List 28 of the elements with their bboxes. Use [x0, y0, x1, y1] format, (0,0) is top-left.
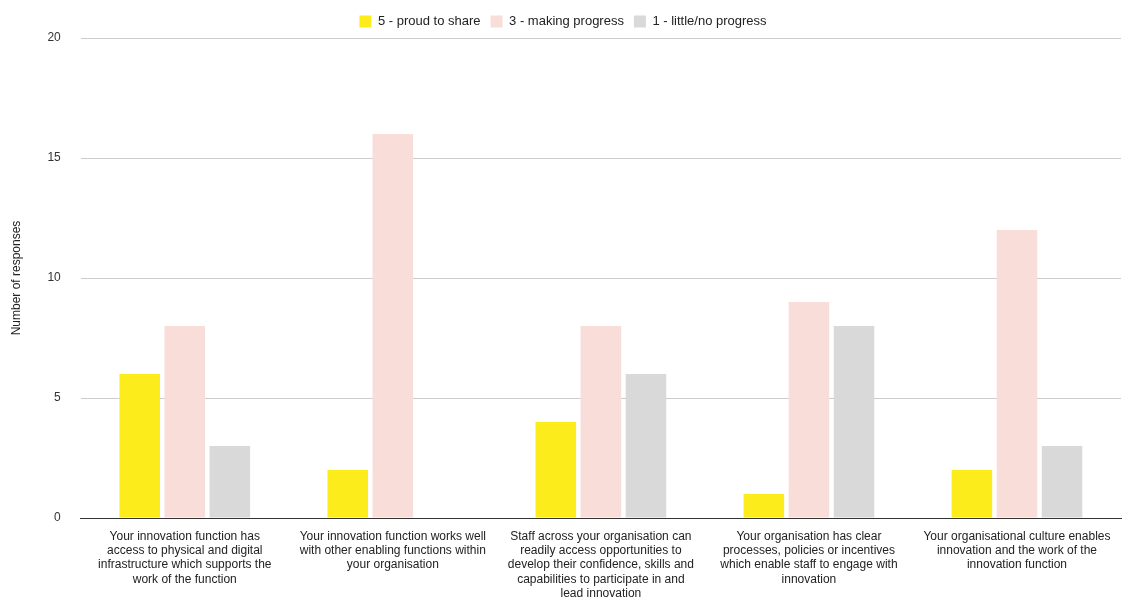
bar: [327, 470, 369, 518]
bar: [833, 326, 875, 518]
y-tick-label: 0: [54, 510, 62, 525]
y-tick-label: 10: [47, 270, 62, 285]
x-tick-label: Staff across your organisation can readily access opportunities to develop their confidence, skills and capabilities to participate in and lead innovation: [507, 528, 694, 601]
bar: [580, 326, 622, 518]
legend-label: 5 - proud to share: [377, 13, 481, 29]
bar: [1041, 446, 1083, 518]
y-axis-title: Number of responses: [8, 220, 23, 336]
bar: [372, 134, 414, 518]
x-tick-label: Your organisation has clear processes, policies or incentives which enable staff to engage with innovation: [719, 528, 898, 586]
y-tick-label: 20: [47, 30, 62, 45]
bar: [209, 446, 251, 518]
bar: [743, 494, 785, 518]
legend-label: 1 - little/no progress: [652, 13, 768, 29]
x-tick-label: Your organisational culture enables innovation and the work of the innovation function: [923, 528, 1111, 572]
x-tick-label: Your innovation function has access to physical and digital infrastructure which supports the work of the function: [98, 528, 272, 586]
bar: [951, 470, 993, 518]
y-tick-label: 15: [47, 150, 62, 165]
y-tick-label: 5: [54, 390, 62, 405]
legend-label: 3 - making progress: [509, 13, 625, 29]
x-tick-label: Your innovation function works well with other enabling functions within your organisation: [298, 528, 486, 572]
bar: [625, 374, 667, 518]
bar: [996, 230, 1038, 518]
bar: [119, 374, 160, 518]
bar: [164, 326, 206, 518]
bar: [788, 302, 830, 518]
bar: [535, 422, 577, 518]
